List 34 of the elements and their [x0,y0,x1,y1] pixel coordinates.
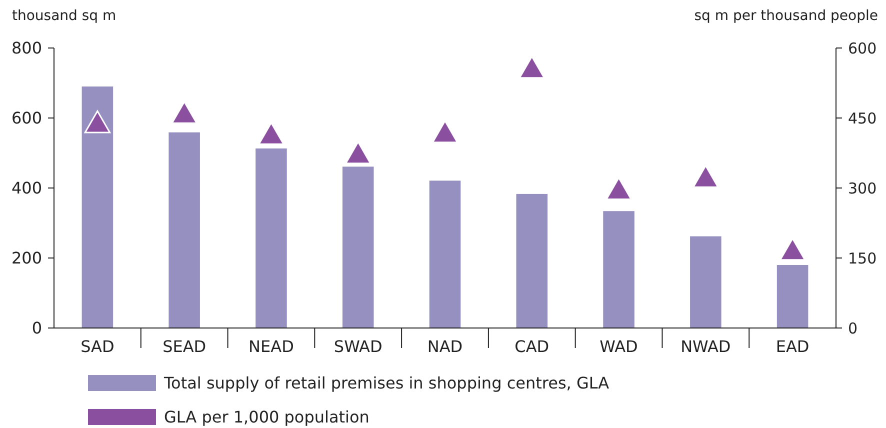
x-tick-label: EAD [776,337,810,356]
y-tick-label: 0 [32,318,42,338]
bar [429,180,461,328]
point [84,110,111,134]
y2-axis-title: sq m per thousand people [694,8,878,24]
legend-label: GLA per 1,000 population [164,408,370,427]
x-tick-label: SAD [80,337,114,356]
y-tick-label: 600 [11,108,42,128]
bar [342,166,374,328]
bar [516,194,548,328]
x-tick-label: WAD [600,337,638,356]
y2-tick-label: 150 [848,249,877,268]
x-tick-label: NAD [427,337,463,356]
y-tick-label: 200 [11,248,42,268]
y-tick-label: 800 [11,38,42,58]
y2-tick-label: 300 [848,179,877,198]
y2-tick-label: 450 [848,109,877,128]
bar [603,211,634,328]
y2-tick-label: 0 [848,319,858,338]
point [606,177,632,200]
bar [168,132,200,328]
bar [82,86,114,328]
x-tick-label: SWAD [334,337,382,356]
y-axis-title: thousand sq m [12,8,116,24]
y-tick-label: 400 [11,178,42,198]
x-tick-label: SEAD [162,337,206,356]
x-tick-label: NWAD [680,337,731,356]
bar [256,148,287,328]
bar [776,265,808,328]
legend-label: Total supply of retail premises in shopping centres, GLA [163,374,610,393]
x-tick-label: CAD [514,337,550,356]
bar [690,236,722,328]
x-tick-label: NEAD [248,337,294,356]
y2-tick-label: 600 [848,39,877,58]
